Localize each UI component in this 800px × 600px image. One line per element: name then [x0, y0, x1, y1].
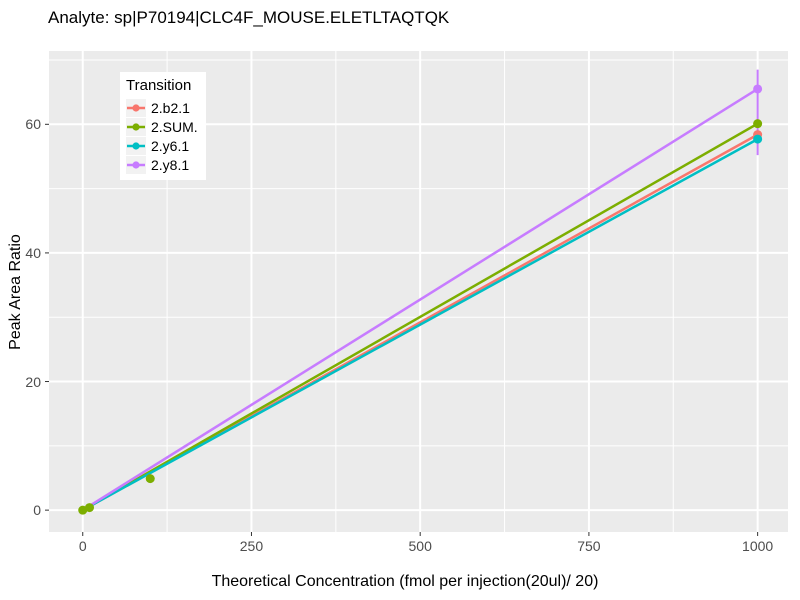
y-tick-label: 40: [25, 244, 41, 261]
x-axis-title: Theoretical Concentration (fmol per inje…: [211, 573, 599, 590]
x-tick-label: 750: [577, 538, 601, 554]
x-tick-label: 250: [239, 538, 264, 554]
series-line-2.SUM.: [82, 122, 759, 512]
series-line-2.y6.1: [82, 138, 759, 512]
x-tick-label: 1000: [742, 538, 774, 554]
y-tick-label: 20: [25, 373, 41, 390]
x-tick-label: 500: [408, 538, 432, 554]
legend-item: 2.y6.1: [126, 136, 198, 155]
data-point-2.SUM.: [753, 119, 763, 129]
legend: Transition 2.b2.1 2.SUM. 2.y6.1 2.y8.1: [120, 72, 206, 180]
series-line-2.y8.1: [82, 87, 759, 512]
legend-item: 2.y8.1: [126, 155, 198, 174]
legend-item-label: 2.SUM.: [151, 118, 198, 135]
y-tick-label: 0: [33, 502, 41, 519]
legend-title: Transition: [126, 77, 192, 94]
legend-item-label: 2.b2.1: [151, 99, 190, 116]
legend-key-line-dot-icon: [126, 136, 146, 155]
legend-item: 2.SUM.: [126, 117, 198, 136]
data-point-2.y6.1: [753, 134, 763, 144]
legend-item-label: 2.y8.1: [151, 156, 190, 173]
legend-key-line-dot-icon: [126, 155, 146, 174]
legend-key-line-dot-icon: [126, 117, 146, 136]
legend-items: 2.b2.1 2.SUM. 2.y6.1 2.y8.1: [126, 98, 198, 174]
data-point-2.SUM.: [84, 503, 94, 513]
plot-title: Analyte: sp|P70194|CLC4F_MOUSE.ELETLTAQT…: [48, 8, 450, 27]
x-tick-label: 0: [78, 538, 87, 554]
legend-item: 2.b2.1: [126, 98, 198, 117]
legend-key-line-dot-icon: [126, 98, 146, 117]
legend-item-label: 2.y6.1: [151, 137, 190, 154]
data-point-2.SUM.: [145, 474, 155, 484]
data-point-2.y8.1: [753, 84, 763, 94]
y-tick-label: 60: [25, 116, 41, 133]
data-point-2.SUM.: [78, 505, 88, 515]
